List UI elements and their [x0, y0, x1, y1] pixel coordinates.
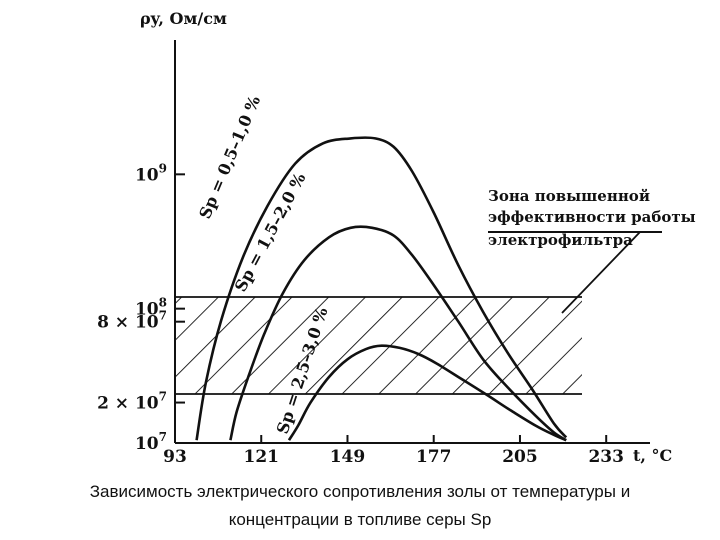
x-tick-label: 177 [416, 447, 452, 467]
x-tick-label: 149 [330, 447, 366, 467]
series-line-3 [287, 344, 567, 442]
curve-label-2: Sp = 1,5–2,0 % [231, 170, 310, 295]
annotation-line-2: эффективности работы [488, 208, 696, 226]
caption-line-1: Зависимость электрического сопротивления… [89, 482, 631, 501]
x-tick-label: 233 [588, 447, 624, 467]
series-line-1 [195, 136, 568, 441]
annotation-leader [561, 231, 641, 314]
x-axis-label: t, °C [633, 446, 672, 465]
y-tick-label: 8 × 107 [97, 309, 167, 333]
y-tick-label: 2 × 107 [97, 390, 167, 414]
annotation-line-1: Зона повышенной [488, 187, 650, 205]
y-tick-label: 109 [135, 161, 167, 185]
figure-caption: Зависимость электрического сопротивления… [0, 478, 720, 534]
caption-line-2: концентрации в топливе серы Sp [228, 510, 492, 529]
series-line-2 [229, 225, 567, 442]
x-tick-label: 121 [243, 447, 279, 467]
annotation-line-3: электрофильтра [488, 231, 633, 249]
curve-label-1: Sp = 0,5–1,0 % [195, 93, 264, 222]
x-tick-label: 205 [502, 447, 538, 467]
y-axis-label: ρy, Ом/см [140, 9, 227, 28]
x-tick-label: 93 [163, 447, 187, 467]
